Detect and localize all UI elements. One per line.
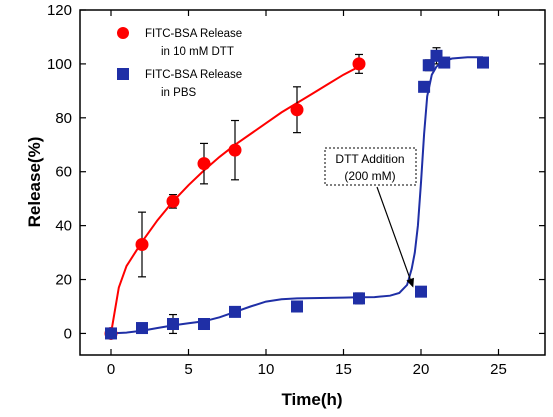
data-point-dtt: [228, 143, 242, 157]
y-tick-label: 80: [55, 110, 72, 127]
y-tick-label: 120: [47, 2, 72, 19]
annotation-arrow: [376, 186, 411, 280]
x-tick-label: 15: [335, 361, 352, 378]
annotation-line1: DTT Addition: [335, 152, 404, 166]
data-point-dtt: [197, 157, 211, 171]
y-tick-label: 60: [55, 164, 72, 181]
annotation-box: [324, 147, 417, 186]
x-tick-label: 0: [107, 361, 115, 378]
annotation-line2: (200 mM): [344, 169, 395, 183]
y-tick-label: 20: [55, 272, 72, 289]
legend-label-dtt-line2: in 10 mM DTT: [161, 46, 234, 58]
data-point-dtt: [166, 194, 180, 208]
data-point-pbs: [291, 300, 303, 313]
data-point-pbs: [418, 80, 431, 93]
y-tick-label: 0: [64, 325, 72, 342]
data-point-pbs: [136, 322, 148, 335]
data-point-pbs: [477, 56, 489, 69]
x-axis-title: Time(h): [281, 390, 342, 409]
y-tick-label: 100: [47, 56, 72, 73]
data-point-pbs: [198, 318, 210, 331]
legend-label-dtt-line1: FITC-BSA Release: [145, 28, 242, 40]
data-point-pbs: [415, 285, 427, 298]
legend-marker-pbs: [117, 68, 129, 80]
data-point-pbs: [229, 305, 241, 318]
legend-marker-dtt: [117, 27, 129, 39]
data-point-pbs: [438, 56, 451, 69]
data-point-pbs: [422, 59, 435, 72]
data-markers: [104, 49, 489, 340]
axes: 0 5 10 15 20 25 0 20 40 60 80 100 120: [47, 2, 545, 378]
data-point-dtt: [135, 237, 149, 251]
data-point-pbs: [167, 318, 179, 331]
legend: FITC-BSA Release in 10 mM DTT FITC-BSA R…: [117, 27, 242, 99]
x-tick-label: 25: [490, 361, 507, 378]
x-tick-label: 10: [258, 361, 275, 378]
data-point-dtt: [290, 103, 304, 117]
dtt-addition-annotation: DTT Addition (200 mM): [324, 147, 417, 288]
y-tick-label: 40: [55, 218, 72, 235]
data-point-pbs: [353, 292, 365, 305]
x-tick-label: 5: [184, 361, 192, 378]
legend-label-pbs-line1: FITC-BSA Release: [145, 69, 242, 81]
legend-label-pbs-line2: in PBS: [161, 87, 196, 99]
plot-area: [79, 9, 546, 356]
annotation-arrowhead: [406, 277, 414, 288]
data-point-dtt: [352, 57, 366, 71]
y-axis-title: Release(%): [25, 137, 44, 228]
x-tick-label: 20: [413, 361, 430, 378]
data-point-pbs: [105, 327, 117, 340]
